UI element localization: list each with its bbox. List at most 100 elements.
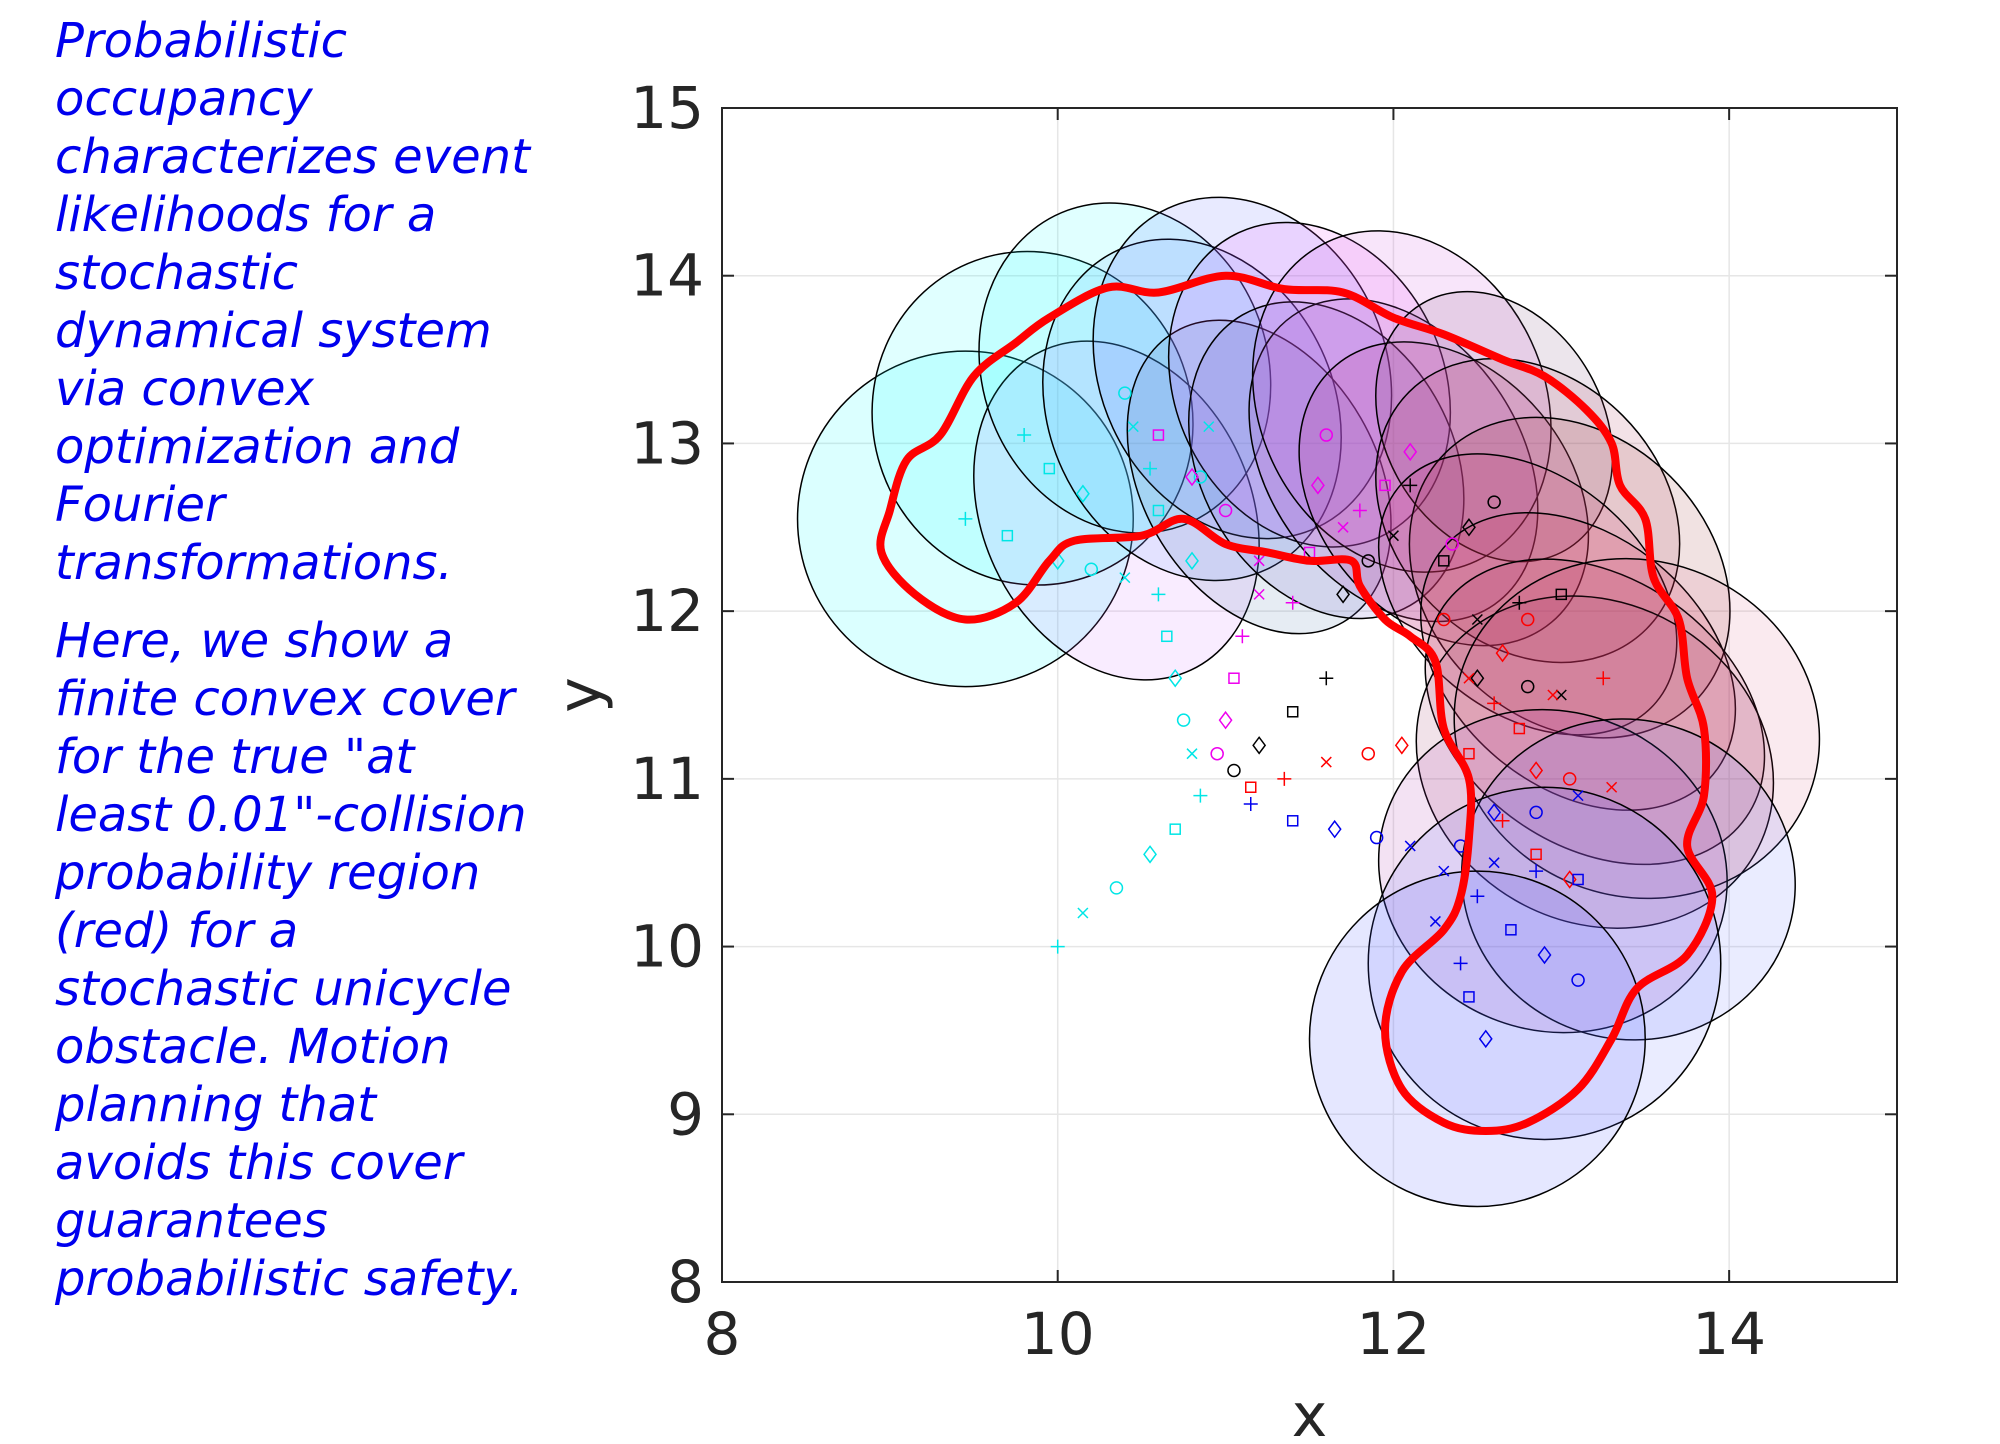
square-marker xyxy=(1169,823,1181,835)
square-marker xyxy=(1438,555,1450,567)
cross-marker xyxy=(1203,421,1215,433)
y-tick-label: 12 xyxy=(630,577,704,645)
square-marker xyxy=(1152,504,1165,517)
y-tick-label: 11 xyxy=(630,745,704,813)
diamond-marker xyxy=(1462,518,1476,537)
cross-marker xyxy=(1337,521,1349,533)
plus-marker xyxy=(1470,889,1485,904)
cross-marker xyxy=(1429,915,1441,927)
circle-marker xyxy=(1109,881,1124,895)
square-marker xyxy=(1463,747,1475,760)
cross-marker xyxy=(1127,421,1139,433)
circle-marker xyxy=(1369,830,1384,845)
circle-marker xyxy=(1529,805,1543,820)
x-tick-label: 12 xyxy=(1357,1300,1431,1368)
x-tick-label: 8 xyxy=(704,1300,741,1368)
circle-marker xyxy=(1437,612,1451,627)
square-marker xyxy=(1245,781,1257,793)
circle-marker xyxy=(1361,746,1375,761)
diamond-marker xyxy=(1143,845,1157,864)
circle-marker xyxy=(1210,746,1224,761)
square-marker xyxy=(1152,429,1165,441)
plus-marker xyxy=(1193,788,1208,803)
square-marker xyxy=(1463,991,1475,1003)
plus-marker xyxy=(1151,587,1166,602)
cross-marker xyxy=(1606,781,1618,793)
cross-marker xyxy=(1471,613,1483,626)
cover-ellipse xyxy=(1308,870,1646,1208)
x-axis-label: x xyxy=(1292,1381,1328,1444)
cross-marker xyxy=(1320,756,1332,768)
circle-marker xyxy=(1319,428,1334,442)
circle-marker xyxy=(1487,495,1501,509)
circle-marker xyxy=(1361,554,1375,568)
axes-box xyxy=(721,107,1898,1283)
cover-ellipse xyxy=(1377,453,1678,736)
square-marker xyxy=(1161,630,1173,643)
ticks: 8 10 12 14 8 9 10 11 12 13 14 15 xyxy=(630,74,1897,1368)
plus-marker xyxy=(1235,629,1250,644)
diamond-marker xyxy=(1252,736,1267,755)
y-tick-label: 15 xyxy=(630,74,704,142)
cross-marker xyxy=(1547,689,1559,701)
caption-paragraph-2: Here, we show a finite convex cover for … xyxy=(55,613,527,1307)
square-marker xyxy=(1505,924,1517,936)
circle-marker xyxy=(1218,503,1233,518)
plus-marker xyxy=(1285,595,1300,610)
plus-marker xyxy=(1495,813,1510,828)
plus-marker xyxy=(1352,503,1367,518)
y-axis-label: y xyxy=(545,677,615,713)
square-marker xyxy=(1286,815,1299,827)
cross-marker xyxy=(1119,572,1131,584)
plus-marker xyxy=(1277,771,1292,786)
cross-marker xyxy=(1438,865,1450,877)
cross-marker xyxy=(1253,555,1265,567)
cover-ellipse xyxy=(1187,301,1465,620)
diamond-marker xyxy=(1529,761,1544,780)
square-marker xyxy=(1555,588,1568,601)
cover-ellipse xyxy=(1453,557,1821,900)
square-marker xyxy=(1572,873,1584,886)
circle-marker xyxy=(1193,470,1208,484)
diamond-marker xyxy=(1495,643,1510,663)
x-tick-label: 10 xyxy=(1021,1300,1095,1368)
plus-marker xyxy=(1512,595,1527,610)
cover-ellipse xyxy=(1251,230,1552,573)
diamond-marker xyxy=(1394,736,1409,755)
ellipse-cover xyxy=(796,196,1821,1208)
plus-marker xyxy=(1453,956,1468,971)
plus-marker xyxy=(1529,864,1544,879)
square-marker xyxy=(1001,529,1014,542)
diamond-marker xyxy=(1403,442,1418,462)
cross-marker xyxy=(1404,840,1416,852)
y-tick-label: 9 xyxy=(667,1080,704,1148)
y-tick-label: 14 xyxy=(630,242,704,310)
circle-marker xyxy=(1118,386,1132,400)
diamond-marker xyxy=(1185,551,1199,571)
boundary-layer xyxy=(876,271,1717,1136)
plus-marker xyxy=(1403,478,1418,493)
cover-ellipse xyxy=(871,250,1194,586)
diamond-marker xyxy=(1185,467,1199,487)
plus-marker xyxy=(1017,428,1032,443)
cover-ellipse xyxy=(1042,238,1342,582)
plus-marker xyxy=(1487,696,1502,711)
y-tick-label: 10 xyxy=(630,913,704,981)
cross-marker xyxy=(1555,689,1567,701)
trajectory-points xyxy=(958,386,1618,1049)
diamond-marker xyxy=(1327,819,1342,839)
circle-marker xyxy=(1562,772,1577,786)
x-tick-label: 14 xyxy=(1692,1300,1766,1368)
plus-marker xyxy=(1596,671,1611,686)
cross-marker xyxy=(1463,672,1475,684)
cross-marker xyxy=(1572,790,1584,802)
cover-ellipse xyxy=(1375,290,1614,563)
cross-marker xyxy=(1077,907,1089,919)
plus-marker xyxy=(958,511,973,526)
circle-marker xyxy=(1084,562,1099,576)
circle-marker xyxy=(1520,612,1535,627)
plus-marker xyxy=(1319,671,1334,686)
diamond-marker xyxy=(1336,585,1351,604)
diamond-marker xyxy=(1478,1029,1493,1049)
